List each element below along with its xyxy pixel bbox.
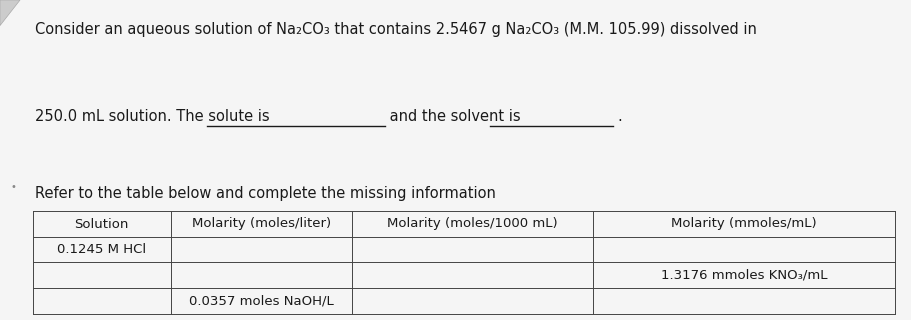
Text: Solution: Solution bbox=[75, 218, 129, 230]
Polygon shape bbox=[0, 0, 20, 26]
Text: 0.1245 M HCl: 0.1245 M HCl bbox=[57, 243, 147, 256]
Text: 250.0 mL solution. The solute is: 250.0 mL solution. The solute is bbox=[35, 109, 274, 124]
Text: .: . bbox=[618, 109, 622, 124]
Text: Molarity (moles/liter): Molarity (moles/liter) bbox=[191, 218, 331, 230]
Text: Refer to the table below and complete the missing information: Refer to the table below and complete th… bbox=[35, 186, 496, 201]
Text: 0.0357 moles NaOH/L: 0.0357 moles NaOH/L bbox=[189, 294, 333, 307]
Text: Molarity (mmoles/mL): Molarity (mmoles/mL) bbox=[671, 218, 816, 230]
Text: •: • bbox=[11, 182, 16, 192]
Text: Molarity (moles/1000 mL): Molarity (moles/1000 mL) bbox=[387, 218, 558, 230]
Text: 1.3176 mmoles KNO₃/mL: 1.3176 mmoles KNO₃/mL bbox=[660, 269, 827, 282]
Text: and the solvent is: and the solvent is bbox=[385, 109, 526, 124]
Text: Consider an aqueous solution of Na₂CO₃ that contains 2.5467 g Na₂CO₃ (M.M. 105.9: Consider an aqueous solution of Na₂CO₃ t… bbox=[35, 22, 756, 37]
